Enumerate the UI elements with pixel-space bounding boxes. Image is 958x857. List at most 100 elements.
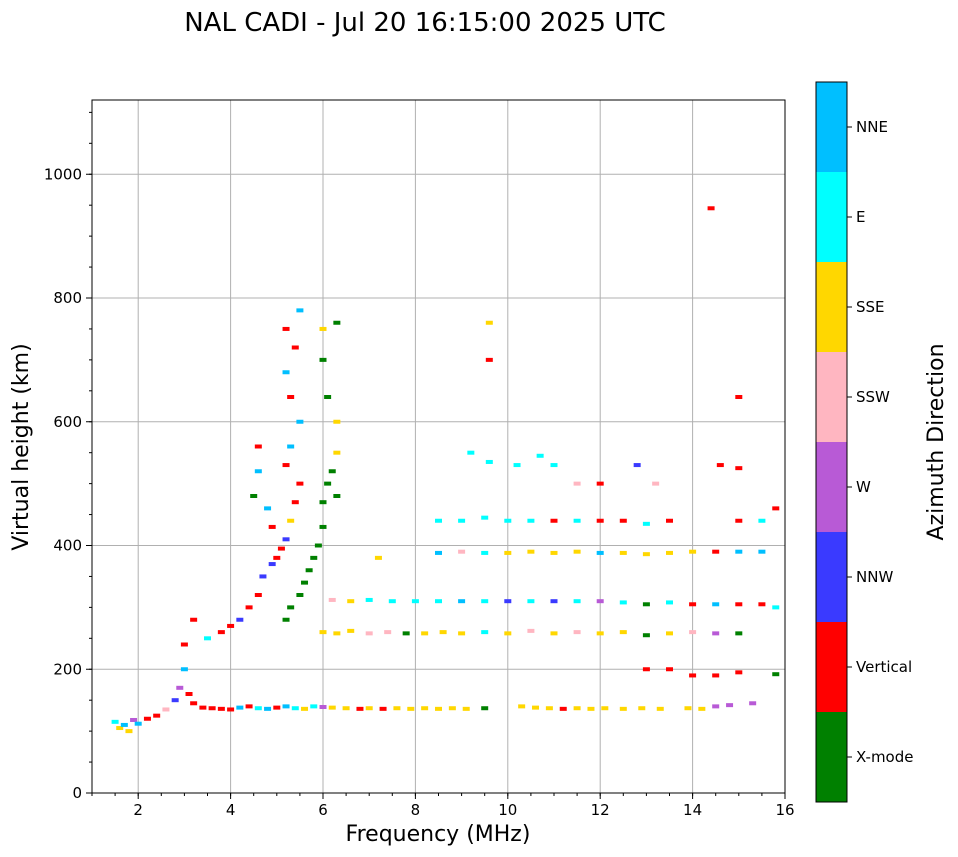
data-point xyxy=(712,673,720,678)
data-point xyxy=(735,631,743,636)
data-point xyxy=(153,713,161,718)
data-point xyxy=(633,463,641,468)
data-point xyxy=(726,703,734,708)
data-point xyxy=(254,444,262,449)
colorbar-label: SSW xyxy=(856,388,890,406)
data-point xyxy=(301,580,309,585)
data-point xyxy=(282,463,290,468)
data-point xyxy=(435,518,442,523)
data-point xyxy=(120,722,128,727)
data-point xyxy=(324,481,332,486)
data-point xyxy=(642,521,650,526)
data-point xyxy=(185,692,193,696)
data-point xyxy=(319,500,327,505)
data-point xyxy=(712,704,720,709)
data-point xyxy=(573,630,581,635)
colorbar: X-mode Vertical NNW W SSW SSE E NNE xyxy=(815,81,913,803)
data-point xyxy=(217,630,225,635)
x-tick-label: 10 xyxy=(498,801,517,819)
colorbar-frame xyxy=(815,81,848,803)
data-point xyxy=(282,704,290,709)
data-point xyxy=(347,599,355,604)
x-tick-label: 6 xyxy=(318,801,328,819)
data-point xyxy=(532,705,540,710)
data-point xyxy=(254,593,262,597)
data-point xyxy=(287,444,295,449)
data-point xyxy=(342,706,350,711)
data-point xyxy=(596,550,604,555)
data-point xyxy=(217,706,225,711)
data-point xyxy=(310,555,318,560)
data-point xyxy=(245,704,253,709)
data-point xyxy=(758,518,766,523)
data-point xyxy=(305,568,313,573)
data-point xyxy=(319,630,327,635)
data-point xyxy=(310,704,318,709)
colorbar-label: E xyxy=(856,208,865,226)
data-point xyxy=(481,706,489,711)
data-point xyxy=(749,701,757,706)
data-point xyxy=(527,628,535,633)
data-point xyxy=(273,555,281,560)
data-point xyxy=(287,395,295,399)
x-tick-label: 16 xyxy=(775,801,794,819)
data-point xyxy=(435,550,442,555)
data-point xyxy=(481,515,489,520)
data-point xyxy=(287,605,295,610)
data-point xyxy=(180,667,188,672)
colorbar-segment xyxy=(816,622,847,712)
y-axis-ticks: 0 200 400 600 800 1000 xyxy=(44,111,92,802)
data-point xyxy=(527,549,535,554)
data-point xyxy=(421,631,429,636)
colorbar-segment xyxy=(816,82,847,172)
data-point xyxy=(162,707,170,712)
data-point xyxy=(712,549,720,554)
grid xyxy=(92,100,786,794)
data-point xyxy=(619,706,627,711)
data-point xyxy=(282,326,290,331)
data-point xyxy=(735,395,743,399)
data-point xyxy=(291,706,299,711)
x-tick-label: 8 xyxy=(411,801,421,819)
colorbar-segment xyxy=(816,532,847,622)
data-point xyxy=(356,706,364,711)
data-point xyxy=(573,706,581,711)
x-axis-label: Frequency (MHz) xyxy=(346,822,531,847)
data-point xyxy=(467,450,475,455)
data-point xyxy=(601,706,609,711)
data-point xyxy=(190,701,198,706)
data-point xyxy=(619,630,627,635)
data-point xyxy=(689,602,697,607)
data-point xyxy=(735,549,743,554)
data-point xyxy=(559,706,567,711)
data-point xyxy=(642,633,650,638)
colorbar-segment xyxy=(816,442,847,532)
data-point xyxy=(347,628,355,633)
data-point xyxy=(250,494,258,498)
data-point xyxy=(587,706,595,711)
data-point xyxy=(227,707,235,712)
data-point xyxy=(190,617,198,622)
y-tick-label: 1000 xyxy=(44,165,82,183)
data-point xyxy=(379,706,387,711)
data-point xyxy=(287,518,295,523)
data-point xyxy=(458,599,466,604)
data-point xyxy=(573,599,581,604)
data-point xyxy=(319,357,327,362)
data-point xyxy=(282,370,290,375)
data-point xyxy=(707,206,715,211)
colorbar-segment xyxy=(816,352,847,442)
data-point xyxy=(485,459,493,464)
x-tick-label: 4 xyxy=(226,801,236,819)
data-point xyxy=(296,593,304,597)
colorbar-label: Vertical xyxy=(856,658,912,676)
data-point xyxy=(374,555,382,560)
data-point xyxy=(573,481,581,486)
data-point xyxy=(236,705,244,710)
data-point xyxy=(596,481,604,486)
data-point xyxy=(550,463,558,468)
data-point xyxy=(458,518,466,523)
data-point xyxy=(328,597,336,602)
data-point xyxy=(656,706,664,711)
